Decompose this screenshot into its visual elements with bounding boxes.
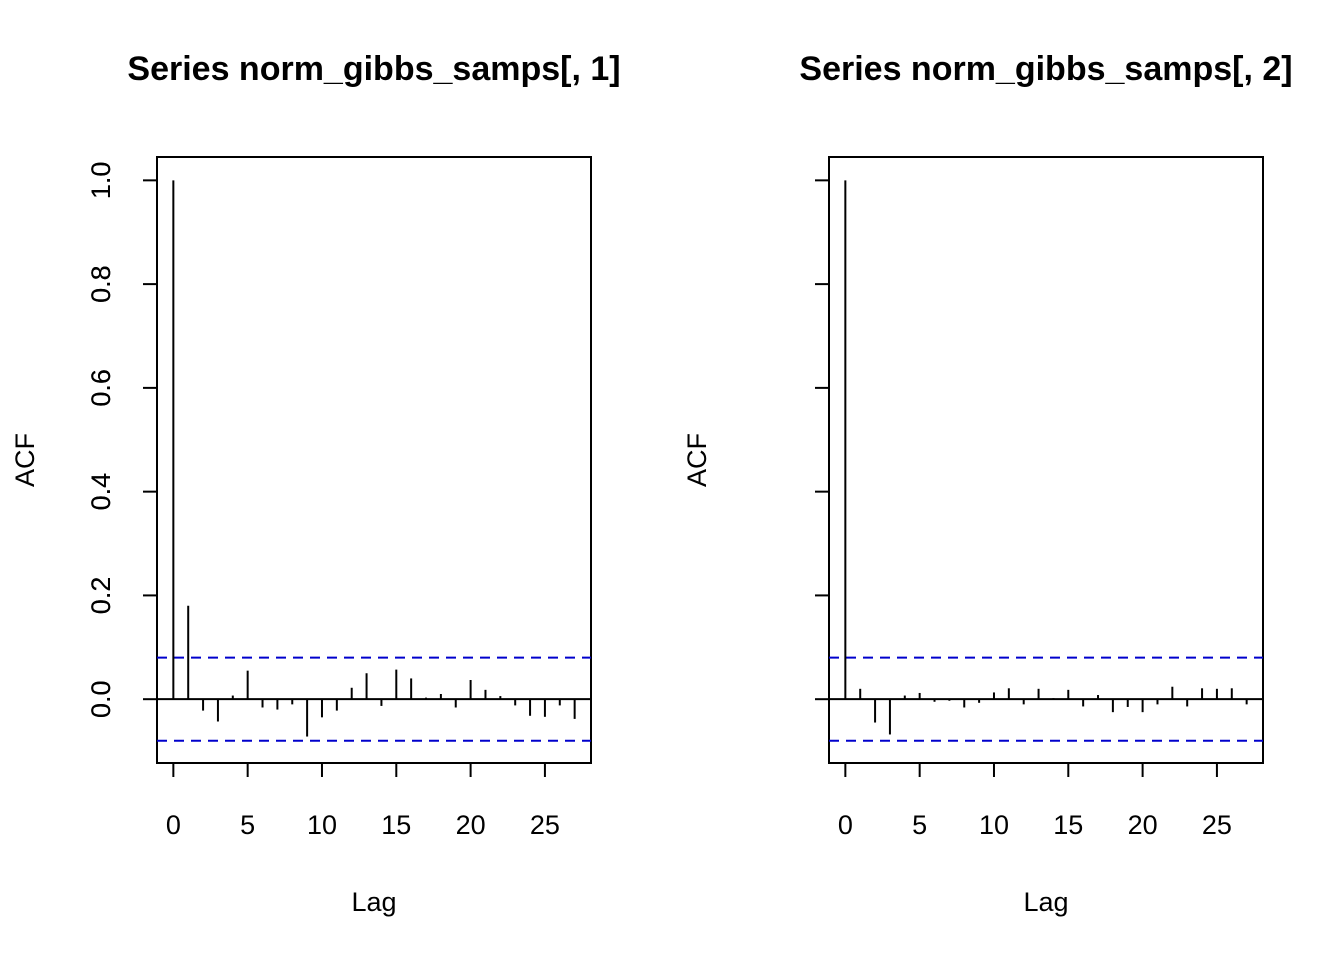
x-tick-label: 25 (1202, 810, 1232, 840)
y-tick-label: 1.0 (86, 162, 116, 200)
y-tick-label: 0.8 (86, 265, 116, 303)
x-tick-label: 0 (166, 810, 181, 840)
x-tick-label: 15 (381, 810, 411, 840)
x-tick-label: 10 (979, 810, 1009, 840)
y-tick-label: 0.0 (86, 680, 116, 718)
x-tick-label: 5 (240, 810, 255, 840)
chart-title: Series norm_gibbs_samps[, 1] (127, 50, 620, 88)
y-tick-label: 0.4 (86, 473, 116, 511)
x-tick-label: 10 (307, 810, 337, 840)
x-tick-label: 5 (912, 810, 927, 840)
y-tick-label: 0.4 (86, 473, 116, 511)
x-axis-label: Lag (351, 887, 396, 917)
y-tick-label: 0.2 (86, 577, 116, 615)
x-tick-label: 15 (1053, 810, 1083, 840)
y-tick-label: 0.8 (86, 265, 116, 303)
y-tick-label: 0.6 (86, 369, 116, 407)
y-tick-label: 0.0 (86, 680, 116, 718)
acf-panel-1: Series norm_gibbs_samps[, 1] 0 5 10 15 20 25 0.… (10, 50, 621, 917)
chart-title: Series norm_gibbs_samps[, 2] (799, 50, 1292, 88)
y-tick-label: 1.0 (86, 162, 116, 200)
x-axis-label: Lag (1023, 887, 1068, 917)
acf-panel-2: Series norm_gibbs_samps[, 2] 0 5 10 15 20 25 0.… (86, 50, 1293, 917)
x-tick-label: 0 (838, 810, 853, 840)
x-tick-label: 25 (530, 810, 560, 840)
x-tick-label: 20 (1128, 810, 1158, 840)
y-tick-label: 0.6 (86, 369, 116, 407)
plot-frame (156, 156, 592, 764)
x-tick-label: 20 (456, 810, 486, 840)
y-axis-label: ACF (10, 433, 40, 487)
plot-frame (828, 156, 1264, 764)
y-tick-label: 0.2 (86, 577, 116, 615)
y-axis-label: ACF (682, 433, 712, 487)
